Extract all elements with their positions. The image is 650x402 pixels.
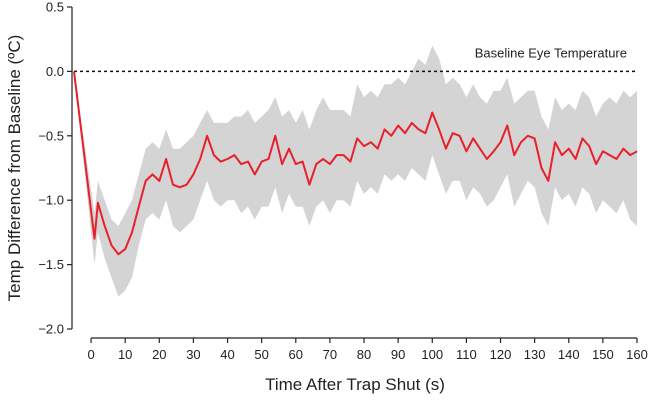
x-tick-label: 90	[391, 347, 405, 362]
y-tick-label: 0.0	[46, 64, 64, 79]
x-tick-label: 10	[118, 347, 132, 362]
x-tick-label: 150	[592, 347, 614, 362]
y-tick-label: −1.5	[38, 257, 64, 272]
x-tick-label: 160	[626, 347, 648, 362]
y-tick-label: −1.0	[38, 193, 64, 208]
x-tick-label: 80	[357, 347, 371, 362]
x-tick-label: 50	[254, 347, 268, 362]
x-tick-label: 40	[220, 347, 234, 362]
x-tick-label: 30	[186, 347, 200, 362]
y-tick-label: −0.5	[38, 128, 64, 143]
y-tick-label: 0.5	[46, 0, 64, 15]
x-tick-label: 120	[490, 347, 512, 362]
x-tick-label: 70	[323, 347, 337, 362]
x-tick-label: 140	[558, 347, 580, 362]
baseline-label: Baseline Eye Temperature	[475, 45, 627, 60]
x-tick-label: 60	[289, 347, 303, 362]
x-tick-label: 20	[152, 347, 166, 362]
x-tick-label: 110	[456, 347, 477, 362]
x-tick-label: 0	[87, 347, 94, 362]
x-tick-label: 130	[524, 347, 546, 362]
x-tick-label: 100	[421, 347, 443, 362]
y-tick-label: −2.0	[38, 322, 64, 337]
mean-line	[73, 71, 638, 256]
confidence-band	[74, 45, 637, 297]
x-axis-title: Time After Trap Shut (s)	[265, 375, 445, 394]
y-axis-title: Temp Difference from Baseline (ºC)	[5, 35, 24, 302]
